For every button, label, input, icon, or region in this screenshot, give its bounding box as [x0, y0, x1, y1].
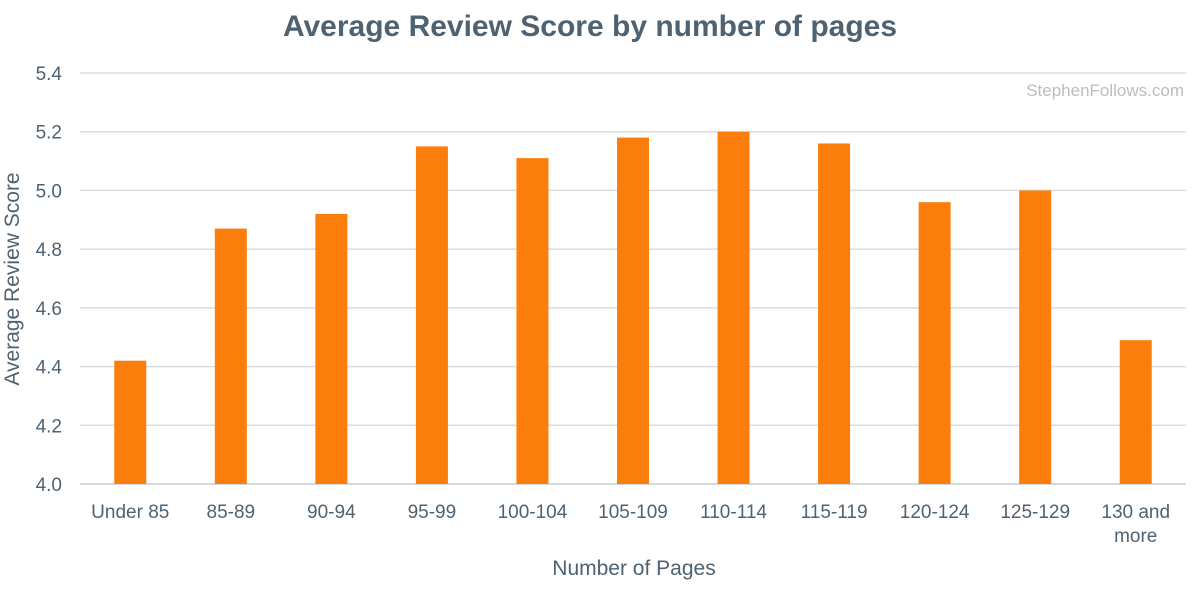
x-axis-ticks: Under 85 85-89 90-94 95-99 100-104 105-109 110… — [91, 502, 1170, 547]
bar — [717, 131, 750, 484]
y-tick-label: 4.8 — [36, 240, 62, 261]
bar — [617, 137, 649, 485]
y-tick-label: 4.6 — [36, 299, 62, 320]
bar — [214, 228, 247, 484]
bar — [1119, 340, 1152, 484]
x-tick-label: 105-109 — [598, 502, 668, 523]
chart-title: Average Review Score by number of pages — [283, 10, 897, 43]
y-tick-label: 5.2 — [36, 123, 62, 144]
y-axis-label: Average Review Score — [1, 172, 24, 385]
x-tick-label: 85-89 — [207, 502, 256, 523]
bars — [114, 131, 1152, 485]
bar — [1019, 190, 1052, 484]
y-axis-ticks: 4.0 4.2 4.4 4.6 4.8 5.0 5.2 5.4 — [36, 64, 63, 496]
x-tick-label: 120-124 — [900, 502, 970, 523]
y-tick-label: 5.4 — [36, 64, 63, 85]
x-tick-label: 115-119 — [801, 502, 868, 523]
y-tick-label: 4.4 — [36, 358, 63, 379]
y-tick-label: 4.0 — [36, 475, 62, 496]
x-tick-label: 95-99 — [408, 502, 457, 523]
x-tick-label: Under 85 — [91, 502, 169, 523]
bar — [114, 360, 147, 484]
y-tick-label: 5.0 — [36, 181, 62, 202]
y-tick-label: 4.2 — [36, 416, 62, 437]
bar — [315, 213, 348, 484]
watermark-text: StephenFollows.com — [1026, 81, 1184, 100]
x-tick-label: 130 and more — [1101, 502, 1170, 547]
x-tick-label: 90-94 — [307, 502, 356, 523]
bar — [415, 146, 448, 484]
bar — [516, 158, 549, 484]
x-tick-label: 110-114 — [700, 502, 767, 523]
x-tick-label: 100-104 — [498, 502, 568, 523]
bar — [818, 143, 851, 484]
bar — [918, 202, 951, 484]
x-tick-label: 125-129 — [1000, 502, 1070, 523]
x-axis-label: Number of Pages — [552, 557, 715, 580]
